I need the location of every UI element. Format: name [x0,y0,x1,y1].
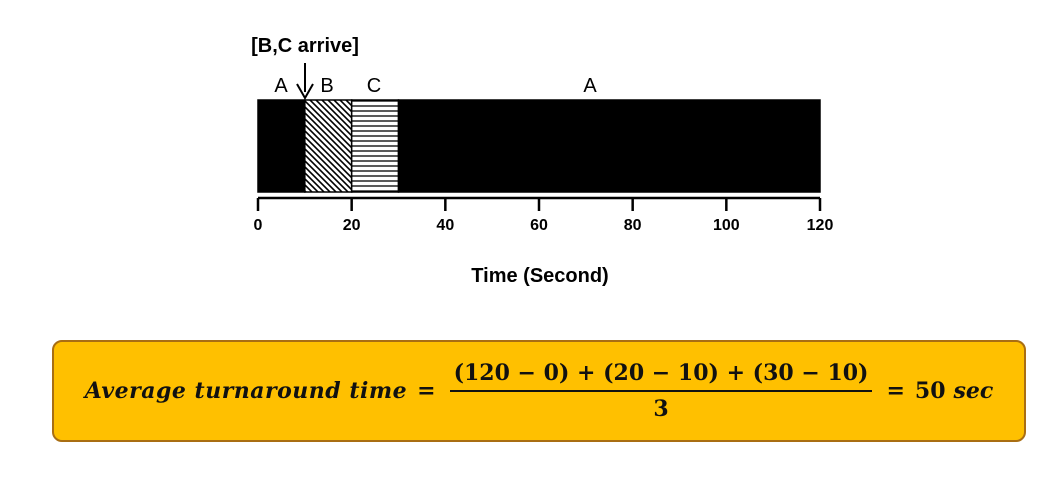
axis-tick-label-20: 20 [343,217,361,234]
segment-label-a2: A [583,75,597,97]
axis-tick-labels: 0 20 40 60 80 100 120 [254,217,834,234]
formula-numerator: (120 − 0) + (20 − 10) + (30 − 10) [449,360,873,392]
segment-a-second [397,99,821,193]
formula-denominator: 3 [653,396,669,422]
axis-tick-label-0: 0 [254,217,263,234]
arrival-annotation: [B,C arrive] [251,35,359,57]
segment-c [350,99,400,193]
formula-box: Average turnaround time = (120 − 0) + (2… [52,340,1026,442]
axis-tick-label-40: 40 [436,217,454,234]
axis-tick-label-120: 120 [807,217,834,234]
segment-a-first [257,99,306,193]
formula-lhs: Average turnaround time [84,378,408,404]
segment-label-c: C [367,75,381,97]
axis-tick-label-80: 80 [624,217,642,234]
axis-title: Time (Second) [471,265,608,287]
axis-tick-label-60: 60 [530,217,548,234]
axis-tick-label-100: 100 [713,217,740,234]
formula-fraction: (120 − 0) + (20 − 10) + (30 − 10) 3 [449,360,873,422]
formula-result-unit: sec [953,378,994,404]
arrival-arrow-icon [296,63,314,101]
formula-equals: = [417,378,436,404]
formula-result-equals: = [886,378,905,404]
segment-b [304,99,353,193]
segment-label-b: B [320,75,333,97]
formula-result-value: 50 [914,378,946,404]
axis-ticks [256,198,822,211]
segment-label-a1: A [274,75,288,97]
timeline-diagram: [B,C arrive] A B C A 0 20 40 60 80 100 120 Tim… [251,35,834,287]
